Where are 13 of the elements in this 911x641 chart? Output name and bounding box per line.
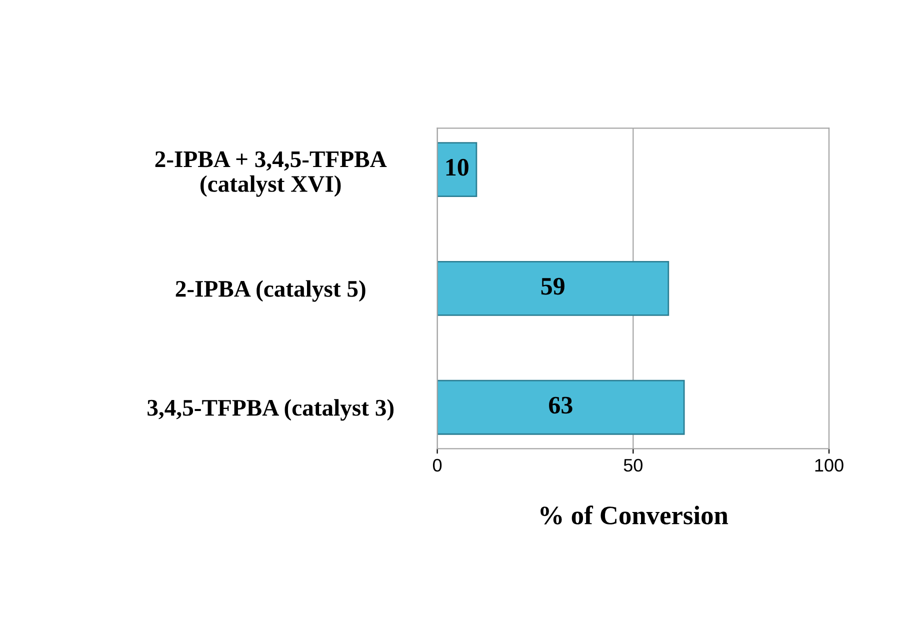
x-tick-label: 100 (815, 458, 844, 472)
data-label: 59 (541, 278, 564, 295)
x-tick-label: 50 (624, 458, 642, 472)
x-axis-title: % of Conversion (540, 506, 728, 524)
bar (437, 260, 670, 316)
y-tick-label: 2-IPBA (catalyst 5) (176, 280, 366, 302)
y-tick-label: 3,4,5-TFPBA (catalyst 3) (148, 399, 394, 421)
bar (437, 142, 478, 197)
data-label: 63 (549, 396, 572, 414)
data-label: 10 (446, 158, 468, 176)
y-tick-label: 2-IPBA + 3,4,5-TFPBA (catalyst XVI) (155, 151, 387, 197)
x-tick-label: 0 (432, 458, 442, 472)
bar (437, 380, 685, 435)
